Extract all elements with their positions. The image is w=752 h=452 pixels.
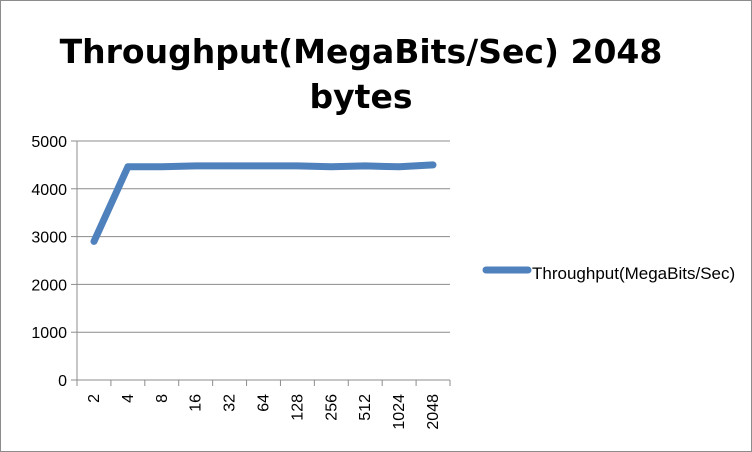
x-tick-label: 8 — [154, 394, 171, 403]
data-point — [364, 164, 367, 167]
series-line — [90, 161, 437, 245]
x-tick-label: 2 — [86, 394, 103, 403]
chart-title: Throughput(MegaBits/Sec) 2048 bytes — [59, 32, 663, 116]
x-tick-label: 16 — [188, 394, 205, 412]
data-point — [262, 164, 265, 167]
x-tick-label: 1024 — [391, 394, 408, 430]
y-tick-label: 0 — [58, 373, 67, 390]
legend-label: Throughput(MegaBits/Sec) — [532, 264, 736, 283]
data-point — [330, 165, 333, 168]
y-tick-label: 1000 — [31, 325, 67, 342]
x-tick-label: 32 — [222, 394, 239, 412]
y-tick-label: 4000 — [31, 182, 67, 199]
data-point — [296, 164, 299, 167]
data-point — [194, 164, 197, 167]
x-tick-label: 2048 — [425, 394, 442, 430]
y-tick-label: 5000 — [31, 134, 67, 151]
data-point — [398, 165, 401, 168]
data-point — [432, 163, 435, 166]
data-point — [160, 165, 163, 168]
data-point — [92, 240, 95, 243]
y-tick-label: 3000 — [31, 230, 67, 247]
data-point — [126, 165, 129, 168]
data-point — [228, 164, 231, 167]
x-tick-label: 64 — [256, 394, 273, 412]
y-tick-label: 2000 — [31, 277, 67, 294]
x-tick-label: 128 — [289, 394, 306, 421]
x-tick-label: 512 — [357, 394, 374, 421]
x-tick-label: 4 — [120, 394, 137, 403]
x-tick-label: 256 — [323, 394, 340, 421]
